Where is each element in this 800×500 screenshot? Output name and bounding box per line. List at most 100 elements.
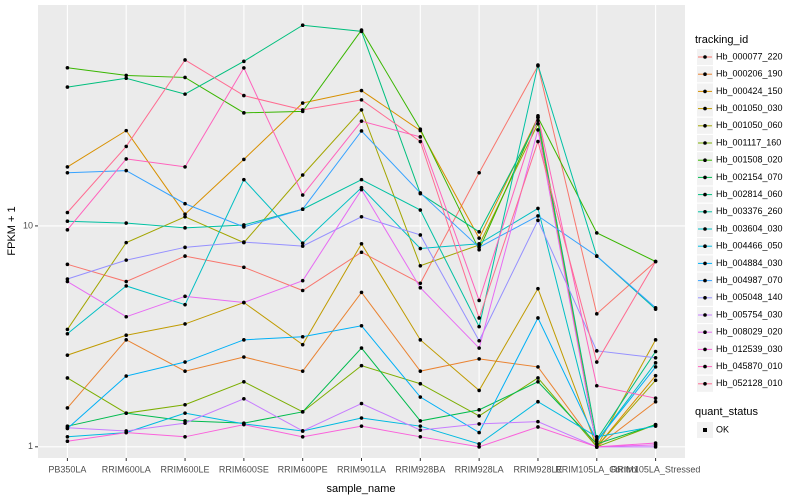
point: [594, 231, 599, 235]
point: [242, 355, 246, 359]
point: [653, 424, 658, 428]
point: [65, 165, 70, 169]
point: [477, 338, 481, 343]
point: [242, 240, 246, 244]
point: [594, 435, 599, 439]
point: [477, 430, 481, 435]
y-axis-label: FPKM + 1: [6, 206, 18, 255]
point: [65, 85, 70, 89]
point: [536, 419, 540, 424]
x-axis-label: sample_name: [326, 483, 395, 495]
point: [300, 23, 305, 28]
legend-label: Hb_004466_050: [716, 241, 783, 251]
point: [418, 233, 423, 237]
point: [124, 430, 129, 435]
point: [653, 338, 658, 342]
point: [124, 258, 129, 262]
point: [653, 361, 658, 365]
point: [124, 240, 129, 245]
legend-point: [703, 347, 707, 352]
point: [536, 128, 540, 132]
point: [359, 324, 364, 328]
point: [359, 129, 364, 133]
legend-label: Hb_000424_150: [716, 86, 783, 96]
point: [653, 373, 658, 378]
point: [300, 435, 305, 439]
legend-point: [703, 106, 707, 111]
legend-point: [703, 227, 707, 231]
legend-label: Hb_000206_190: [716, 69, 783, 79]
point: [477, 445, 481, 449]
point: [359, 241, 364, 246]
legend-label: Hb_001508_020: [716, 155, 783, 165]
point: [359, 290, 364, 295]
point: [536, 376, 540, 380]
x-tick-label: RRIM901LA: [337, 464, 386, 474]
point: [536, 425, 540, 429]
legend-point: [703, 244, 707, 248]
point: [124, 374, 129, 378]
point: [183, 421, 187, 425]
point: [359, 88, 364, 93]
point: [300, 288, 305, 293]
point-legend-title: quant_status: [695, 406, 758, 418]
point: [65, 65, 70, 70]
point: [594, 254, 599, 258]
point: [183, 302, 187, 307]
point: [183, 165, 187, 169]
point: [65, 170, 70, 175]
point: [183, 435, 187, 439]
legend-point: [703, 72, 707, 76]
point: [65, 228, 70, 232]
legend-label: Hb_004987_070: [716, 275, 783, 285]
point: [242, 300, 246, 305]
legend-point: [703, 261, 707, 266]
point: [594, 445, 599, 449]
point: [124, 338, 129, 342]
point: [242, 66, 246, 70]
x-tick-label: RRIM928BA: [395, 464, 445, 474]
point: [536, 114, 540, 118]
legend-label: Hb_005754_030: [716, 309, 783, 319]
legend-label: Hb_002814_060: [716, 189, 783, 199]
y-tick-label: 1: [28, 441, 33, 451]
point: [418, 246, 423, 251]
point: [418, 191, 423, 195]
point: [183, 214, 187, 219]
legend-point: [703, 364, 707, 369]
point: [653, 378, 658, 383]
point: [536, 286, 540, 291]
point: [653, 355, 658, 360]
x-tick-label: RRIM600LA: [102, 464, 151, 474]
point: [359, 401, 364, 406]
point: [359, 346, 364, 350]
point: [300, 241, 305, 246]
point: [242, 59, 246, 64]
point: [183, 411, 187, 415]
point: [536, 118, 540, 123]
legend-point: [703, 382, 707, 386]
point: [300, 410, 305, 414]
point: [359, 363, 364, 368]
point: [477, 245, 481, 250]
point: [477, 442, 481, 446]
x-tick-label: RRIM600LE: [161, 464, 210, 474]
legend-label: Hb_001050_030: [716, 103, 783, 113]
legend-label: Hb_003604_030: [716, 223, 783, 233]
legend-point: [703, 55, 707, 59]
legend-point: [703, 141, 707, 145]
point: [124, 284, 129, 288]
point: [242, 225, 246, 229]
point: [183, 245, 187, 250]
x-tick-label: RRIM105LA_Control: [555, 464, 638, 474]
point: [477, 298, 481, 303]
legend-point: [703, 175, 707, 180]
point: [300, 334, 305, 339]
point: [594, 349, 599, 353]
point: [300, 342, 305, 347]
legend-point: [703, 278, 707, 283]
legend-label: Hb_004884_030: [716, 258, 783, 268]
legend-label: Hb_008029_020: [716, 327, 783, 337]
legend-label: Hb_052128_010: [716, 378, 783, 388]
point: [536, 206, 540, 211]
